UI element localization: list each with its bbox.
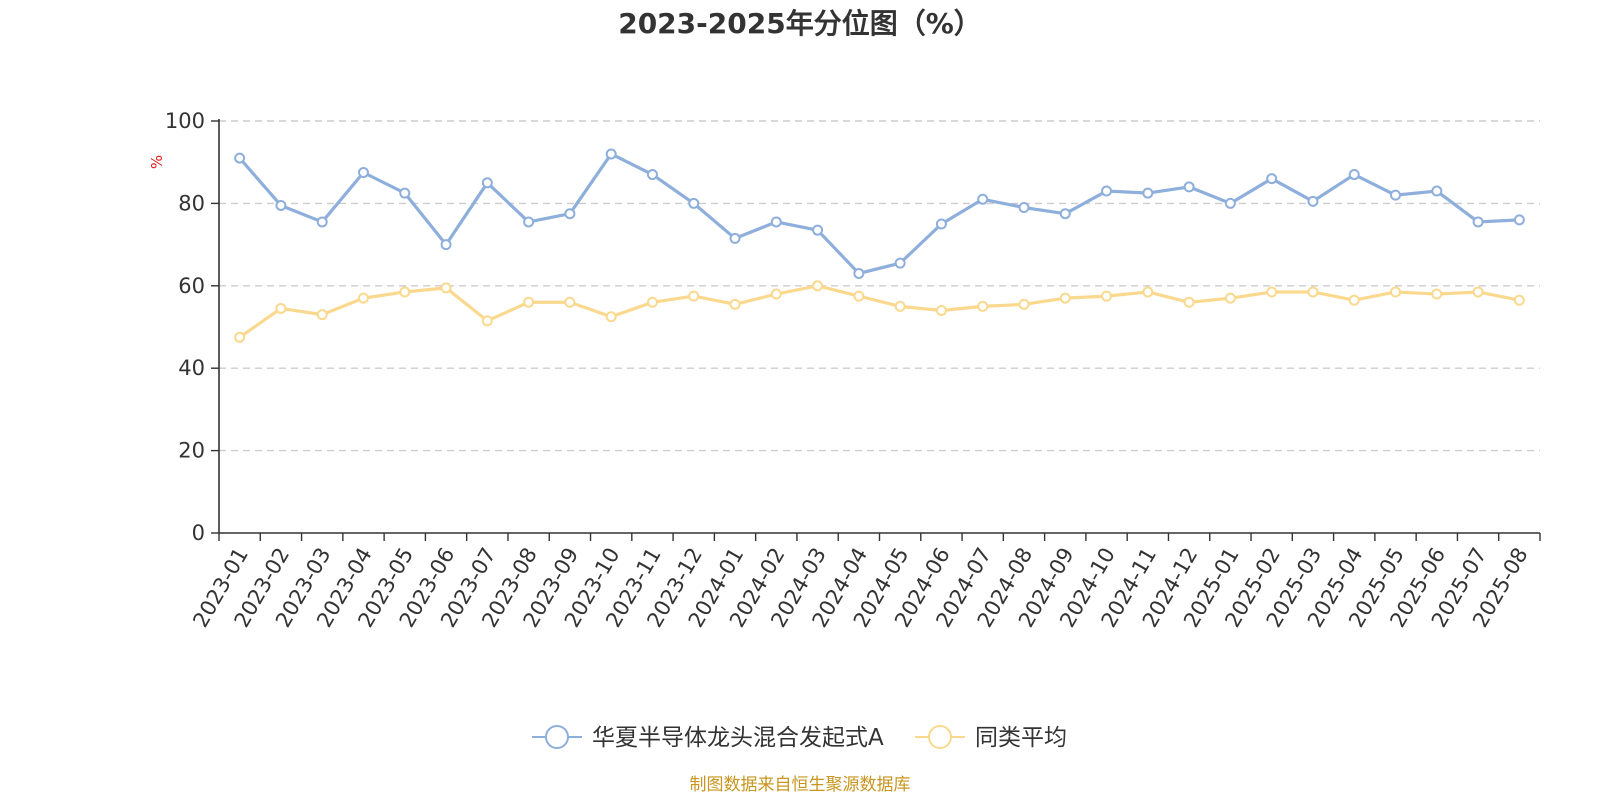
data-point[interactable] bbox=[853, 290, 865, 302]
data-point[interactable] bbox=[275, 199, 287, 211]
data-point[interactable] bbox=[357, 292, 369, 304]
data-point[interactable] bbox=[729, 298, 741, 310]
data-point[interactable] bbox=[1101, 290, 1113, 302]
legend: 华夏半导体龙头混合发起式A 同类平均 bbox=[532, 725, 1067, 751]
chart-title: 2023-2025年分位图（%） bbox=[618, 7, 982, 40]
data-point[interactable] bbox=[1059, 208, 1071, 220]
y-axis-tick-label: 60 bbox=[178, 274, 205, 298]
data-point[interactable] bbox=[275, 302, 287, 314]
data-point[interactable] bbox=[1224, 292, 1236, 304]
y-axis-tick-label: 100 bbox=[165, 109, 205, 133]
data-point[interactable] bbox=[646, 296, 658, 308]
data-point[interactable] bbox=[977, 193, 989, 205]
data-point[interactable] bbox=[564, 296, 576, 308]
data-point[interactable] bbox=[1224, 197, 1236, 209]
data-point[interactable] bbox=[605, 311, 617, 323]
y-axis-tick-label: 40 bbox=[178, 356, 205, 380]
data-point[interactable] bbox=[1348, 169, 1360, 181]
data-point[interactable] bbox=[564, 208, 576, 220]
x-axis: 2023-012023-022023-032023-042023-052023-… bbox=[188, 532, 1541, 631]
data-point[interactable] bbox=[481, 315, 493, 327]
y-axis-tick-label: 20 bbox=[178, 439, 205, 463]
data-point[interactable] bbox=[935, 218, 947, 230]
legend-label-fund: 华夏半导体龙头混合发起式A bbox=[592, 725, 884, 751]
data-point[interactable] bbox=[357, 167, 369, 178]
data-source-note: 制图数据来自恒生聚源数据库 bbox=[690, 775, 911, 795]
series-group bbox=[234, 148, 1525, 343]
legend-marker-fund bbox=[545, 725, 569, 749]
data-point[interactable] bbox=[1431, 288, 1443, 300]
y-axis-unit-label: % bbox=[148, 155, 166, 169]
data-point[interactable] bbox=[812, 280, 824, 292]
data-point[interactable] bbox=[1390, 286, 1402, 298]
data-point[interactable] bbox=[316, 309, 328, 321]
data-point[interactable] bbox=[1142, 187, 1154, 199]
data-point[interactable] bbox=[1142, 286, 1154, 298]
data-point[interactable] bbox=[1018, 298, 1030, 310]
data-point[interactable] bbox=[770, 216, 782, 228]
data-point[interactable] bbox=[605, 148, 617, 160]
data-point[interactable] bbox=[399, 187, 411, 199]
data-point[interactable] bbox=[1307, 286, 1319, 298]
series-line-peer-average bbox=[238, 284, 1521, 339]
y-axis: 0 20 40 60 80 100 bbox=[165, 109, 220, 545]
legend-item-peer-average[interactable]: 同类平均 bbox=[915, 725, 1067, 751]
data-point[interactable] bbox=[1059, 292, 1071, 304]
data-point[interactable] bbox=[234, 152, 246, 164]
data-point[interactable] bbox=[646, 169, 658, 181]
data-point[interactable] bbox=[812, 224, 824, 236]
data-point[interactable] bbox=[1472, 216, 1484, 228]
legend-marker-peer-average bbox=[928, 725, 952, 749]
data-point[interactable] bbox=[977, 300, 989, 312]
data-point[interactable] bbox=[1183, 296, 1195, 308]
data-point[interactable] bbox=[1307, 195, 1319, 207]
series-line-fund bbox=[238, 152, 1521, 276]
data-point[interactable] bbox=[234, 331, 246, 343]
data-point[interactable] bbox=[1018, 202, 1030, 214]
data-point[interactable] bbox=[1513, 294, 1525, 306]
data-point[interactable] bbox=[440, 239, 452, 251]
y-axis-tick-label: 0 bbox=[192, 521, 205, 545]
data-point[interactable] bbox=[1266, 173, 1278, 185]
data-point[interactable] bbox=[1348, 294, 1360, 306]
series-peer-average bbox=[234, 280, 1525, 343]
data-point[interactable] bbox=[935, 305, 947, 317]
data-point[interactable] bbox=[894, 257, 906, 269]
data-point[interactable] bbox=[853, 267, 865, 279]
data-point[interactable] bbox=[1513, 214, 1525, 226]
data-point[interactable] bbox=[440, 282, 452, 294]
data-point[interactable] bbox=[1183, 181, 1195, 193]
data-point[interactable] bbox=[688, 290, 700, 302]
data-point[interactable] bbox=[1266, 286, 1278, 298]
data-point[interactable] bbox=[894, 300, 906, 312]
data-point[interactable] bbox=[1101, 185, 1113, 197]
data-point[interactable] bbox=[399, 286, 411, 298]
legend-label-peer-average: 同类平均 bbox=[975, 725, 1067, 751]
data-point[interactable] bbox=[729, 232, 741, 244]
legend-item-fund[interactable]: 华夏半导体龙头混合发起式A bbox=[532, 725, 884, 751]
series-fund bbox=[234, 148, 1525, 279]
data-point[interactable] bbox=[523, 216, 535, 228]
data-point[interactable] bbox=[1390, 189, 1402, 201]
data-point[interactable] bbox=[688, 197, 700, 209]
data-point[interactable] bbox=[770, 288, 782, 300]
y-axis-tick-label: 80 bbox=[178, 191, 205, 215]
grid-lines bbox=[219, 120, 1540, 452]
data-point[interactable] bbox=[1431, 185, 1443, 197]
data-point[interactable] bbox=[1472, 286, 1484, 298]
data-point[interactable] bbox=[481, 177, 493, 189]
data-point[interactable] bbox=[316, 216, 328, 228]
data-point[interactable] bbox=[523, 296, 535, 308]
